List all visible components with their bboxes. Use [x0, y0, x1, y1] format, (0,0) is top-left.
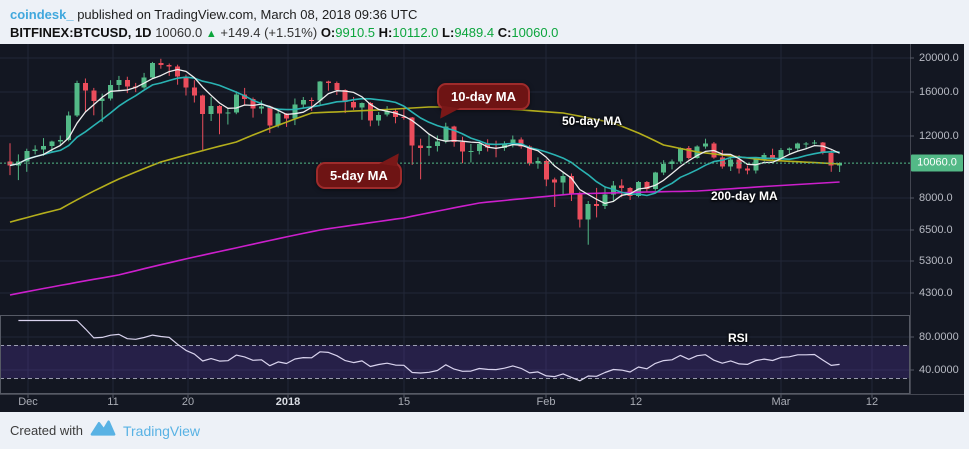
- time-tick-label: Dec: [18, 396, 38, 408]
- close-label: C:: [497, 25, 512, 40]
- low-value: 9489.4: [454, 25, 495, 40]
- price-tick-label: 16000.0: [919, 86, 959, 99]
- price-tick-label: 5300.0: [919, 255, 953, 268]
- low-label: L:: [442, 25, 455, 40]
- time-tick-label: Feb: [536, 396, 556, 408]
- ma10-line: [9, 76, 840, 197]
- high-value: 10112.0: [392, 25, 439, 40]
- high-label: H:: [378, 25, 393, 40]
- up-arrow-icon: ▲: [205, 28, 217, 40]
- chart-area[interactable]: 20000.0 16000.0 12000.0 8000.0 6500.0 5300.0 4…: [0, 44, 964, 412]
- rsi-tick-label: 40.0000: [919, 364, 959, 376]
- author-name[interactable]: coindesk_: [10, 7, 74, 22]
- time-tick-label: 12: [629, 396, 643, 408]
- tradingview-brand-link[interactable]: TradingView: [122, 422, 201, 439]
- time-tick-label: 15: [397, 396, 411, 408]
- time-tick-label: Mar: [771, 396, 791, 408]
- ma5-line: [9, 68, 840, 205]
- price-tick-label: 4300.0: [919, 287, 953, 300]
- publish-text: published on TradingView.com, March 08, …: [73, 7, 418, 22]
- rsi-label[interactable]: RSI: [728, 331, 749, 345]
- rsi-tick-label: 80.0000: [919, 331, 959, 343]
- price-change: +149.4 (+1.51%): [220, 25, 318, 40]
- open-label: O:: [320, 25, 336, 40]
- rsi-line: [18, 319, 840, 382]
- time-tick-label: 11: [107, 396, 119, 408]
- last-price: 10060.0: [155, 25, 203, 40]
- price-tick-label: 8000.0: [919, 192, 953, 205]
- symbol-ohlc-line: BITFINEX:BTCUSD, 1D 10060.0 ▲ +149.4 (+1…: [10, 25, 969, 40]
- open-value: 9910.5: [335, 25, 376, 40]
- ma5-callout[interactable]: 5-day MA: [316, 162, 402, 189]
- symbol-interval: BITFINEX:BTCUSD, 1D: [10, 25, 152, 40]
- ma200-line: [9, 181, 840, 296]
- ma50-line: [9, 106, 840, 223]
- ma10-callout[interactable]: 10-day MA: [437, 83, 531, 110]
- ma50-label[interactable]: 50-day MA: [562, 114, 623, 128]
- time-tick-label: 2018: [275, 396, 301, 408]
- publish-line: coindesk_ published on TradingView.com, …: [10, 7, 969, 22]
- time-tick-label: 20: [181, 396, 195, 408]
- created-with-text: Created with: [10, 423, 83, 438]
- time-tick-label: 12: [865, 396, 879, 408]
- price-tick-label: 20000.0: [919, 52, 959, 65]
- ma200-label[interactable]: 200-day MA: [711, 189, 778, 203]
- snapshot-header: coindesk_ published on TradingView.com, …: [0, 0, 969, 44]
- price-tick-label: 12000.0: [919, 130, 959, 143]
- close-value: 10060.0: [511, 25, 559, 40]
- price-tick-label: 6500.0: [919, 223, 953, 236]
- tradingview-logo-icon: [90, 420, 116, 441]
- last-price-badge[interactable]: 10060.0: [911, 154, 963, 172]
- footer-bar: Created with TradingView: [0, 412, 969, 449]
